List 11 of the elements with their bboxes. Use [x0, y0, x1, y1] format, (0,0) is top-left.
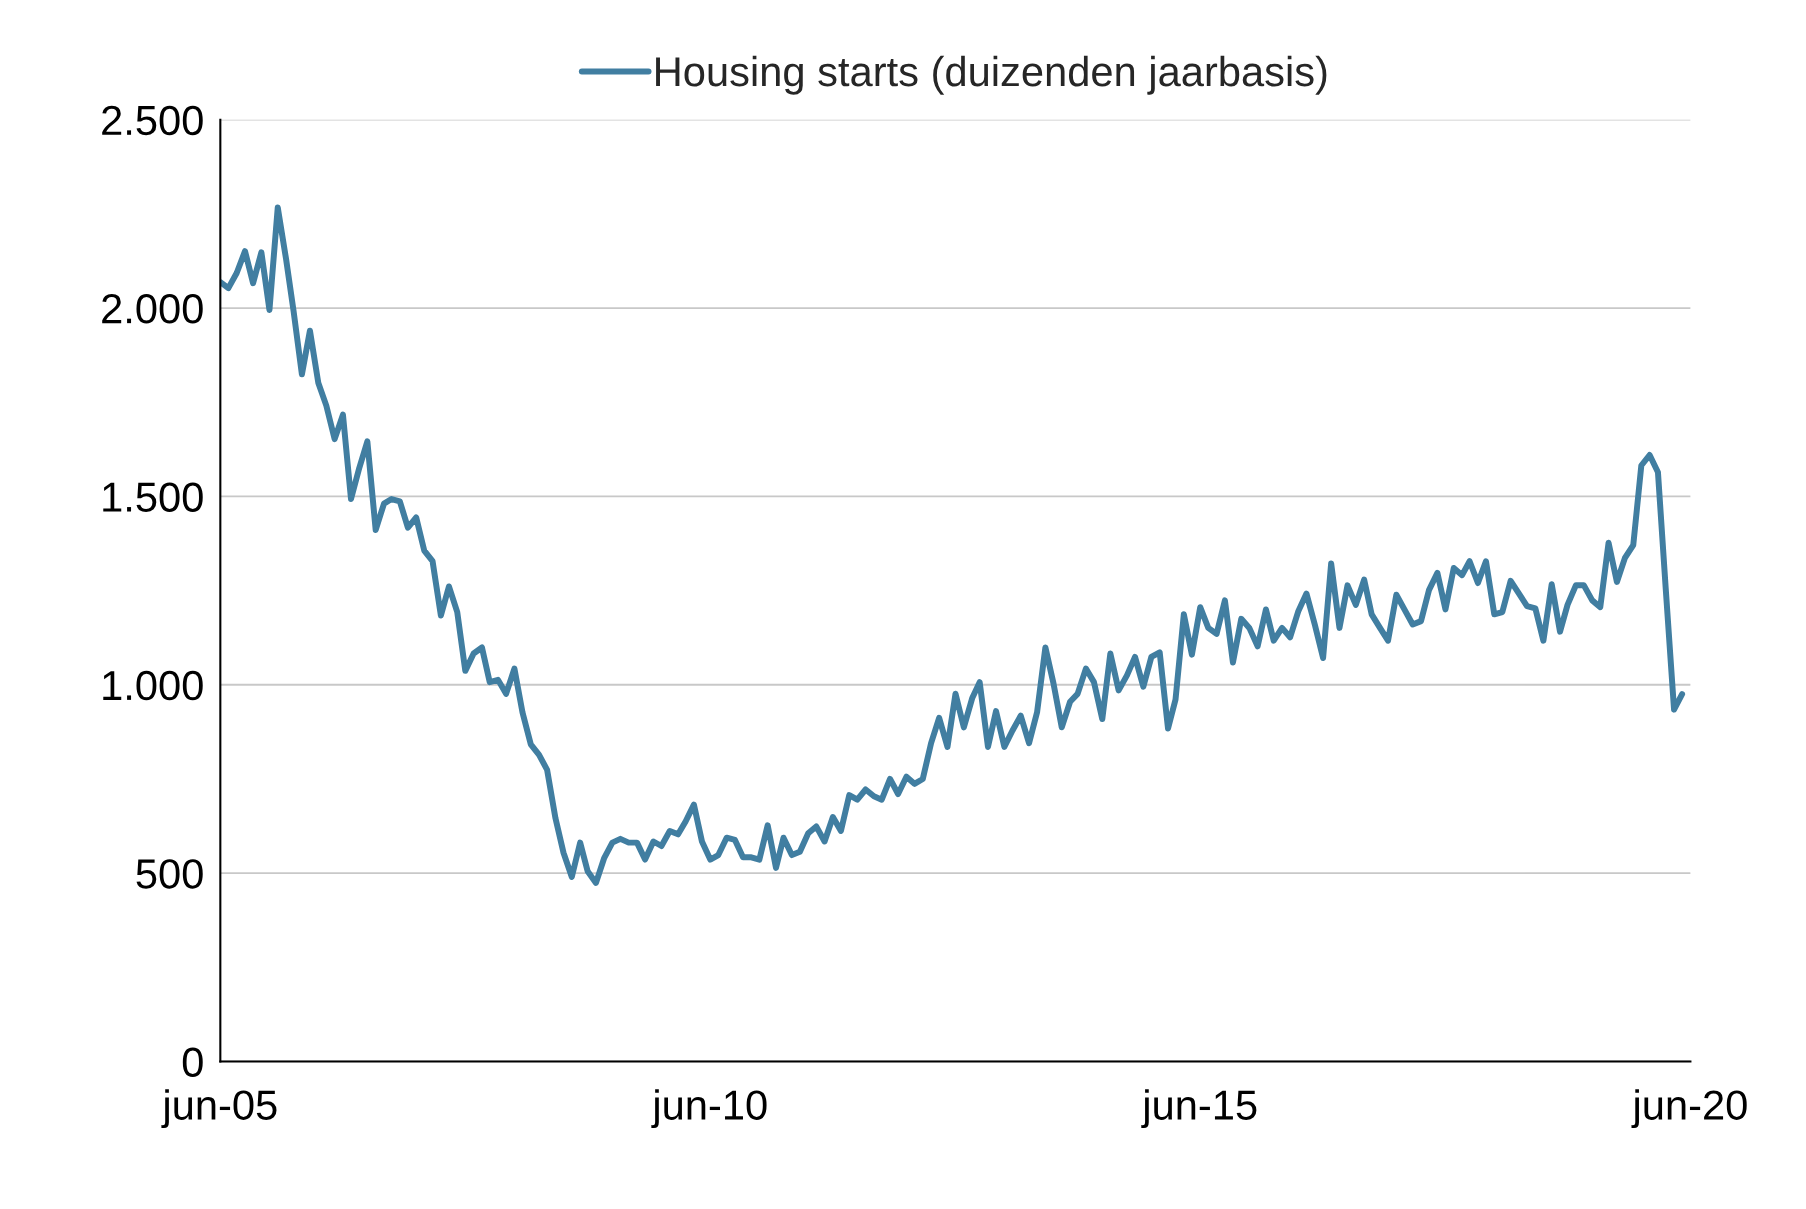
y-tick-label: 1.500: [103, 482, 203, 512]
y-tick-label: 500: [136, 859, 203, 889]
x-tick-label: jun-20: [1631, 1089, 1747, 1129]
y-tick-label: 2.500: [102, 105, 203, 136]
y-tick-label: 1.000: [103, 670, 203, 701]
legend-label: Housing starts (duizenden jaarbasis): [656, 55, 1327, 95]
x-tick-label: jun-15: [1141, 1089, 1257, 1129]
x-tick-label: jun-10: [651, 1089, 767, 1129]
y-tick-label: 0: [182, 1047, 203, 1078]
x-tick-label: jun-05: [161, 1089, 277, 1129]
y-tick-label: 2.000: [102, 294, 203, 324]
